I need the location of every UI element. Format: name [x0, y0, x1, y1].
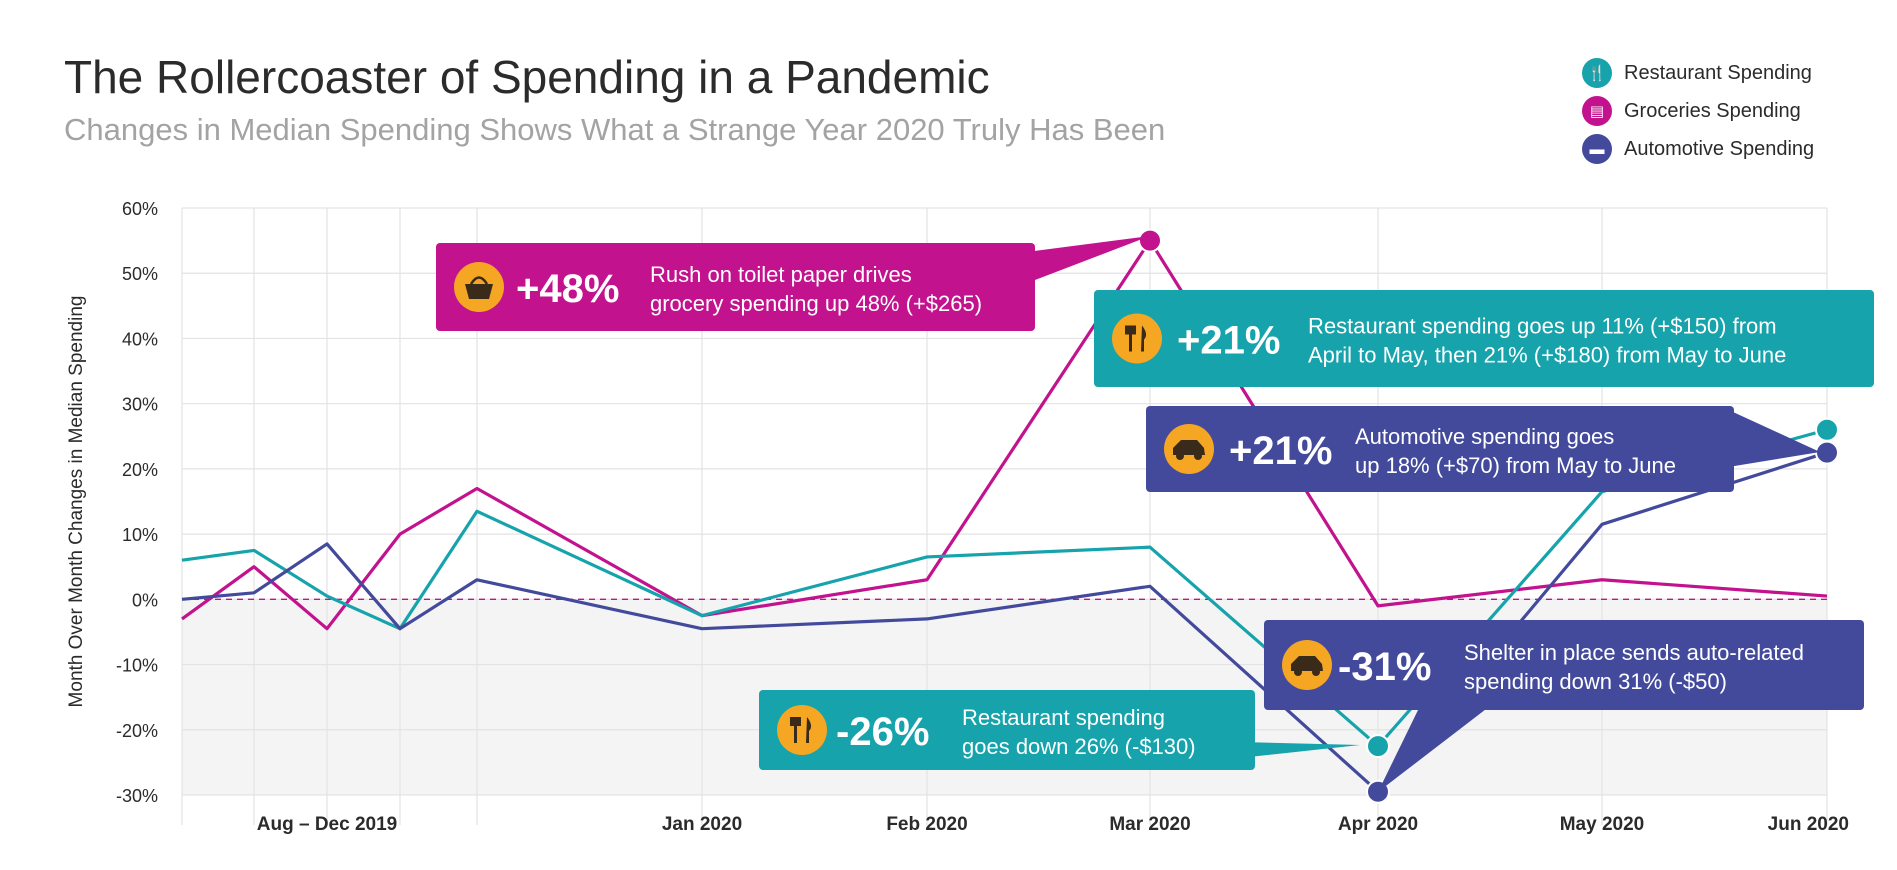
fork-knife-icon	[1112, 313, 1162, 364]
legend: 🍴 Restaurant Spending ▤ Groceries Spendi…	[1582, 54, 1814, 168]
y-tick-label: 50%	[122, 264, 158, 284]
callout-value: +21%	[1229, 429, 1332, 473]
y-tick-label: -20%	[116, 721, 158, 741]
data-point-marker	[1366, 734, 1390, 759]
x-tick-label: Mar 2020	[1109, 814, 1190, 835]
x-tick-label: Jun 2020	[1768, 814, 1849, 835]
callout-pointer	[1240, 742, 1360, 758]
fork-knife-icon: 🍴	[1582, 58, 1612, 88]
callout-pointer	[1710, 406, 1820, 470]
callout-text: goes down 26% (-$130)	[962, 734, 1196, 759]
x-tick-label: Apr 2020	[1338, 814, 1418, 835]
callout-value: -26%	[836, 710, 929, 754]
callout-text: Restaurant spending goes up 11% (+$150) …	[1308, 314, 1777, 339]
legend-label-restaurant: Restaurant Spending	[1624, 61, 1812, 84]
data-point-marker	[1138, 228, 1162, 253]
callout-text: Restaurant spending	[962, 705, 1165, 730]
callout-text: Rush on toilet paper drives	[650, 262, 912, 287]
callout-pointer	[1378, 706, 1490, 792]
callout-text: spending down 31% (-$50)	[1464, 669, 1727, 694]
data-point-marker	[1815, 440, 1839, 465]
callout-value: -31%	[1338, 645, 1431, 689]
callout-box	[1264, 620, 1864, 710]
y-tick-label: 30%	[122, 395, 158, 415]
car-icon	[1282, 640, 1332, 690]
callout-text: April to May, then 21% (+$180) from May …	[1308, 343, 1786, 368]
y-tick-label: 0%	[132, 590, 158, 610]
callout-box	[1146, 406, 1734, 492]
legend-label-groceries: Groceries Spending	[1624, 99, 1801, 122]
legend-item-automotive: ▬ Automotive Spending	[1582, 130, 1814, 168]
x-tick-label: Jan 2020	[662, 814, 742, 835]
callout-box	[436, 243, 1035, 331]
car-icon	[1164, 424, 1214, 474]
callout-box	[1094, 290, 1874, 387]
x-tick-label: Feb 2020	[886, 814, 967, 835]
car-icon: ▬	[1582, 134, 1612, 164]
basket-icon: ▤	[1582, 96, 1612, 126]
legend-item-groceries: ▤ Groceries Spending	[1582, 92, 1814, 130]
y-tick-label: 60%	[122, 199, 158, 219]
y-tick-label: 20%	[122, 460, 158, 480]
x-tick-label: Aug – Dec 2019	[257, 814, 397, 835]
callout-value: +21%	[1177, 319, 1280, 363]
callout-text: Shelter in place sends auto-related	[1464, 640, 1804, 665]
chart-subtitle: Changes in Median Spending Shows What a …	[64, 112, 1166, 147]
callout-text: up 18% (+$70) from May to June	[1355, 453, 1676, 478]
data-point-marker	[1815, 417, 1839, 442]
callout-text: Automotive spending goes	[1355, 424, 1614, 449]
y-tick-label: 40%	[122, 329, 158, 349]
y-tick-label: -10%	[116, 656, 158, 676]
basket-icon	[454, 262, 504, 312]
fork-knife-icon	[777, 705, 827, 755]
y-tick-label: -30%	[116, 786, 158, 806]
callout-value: +48%	[516, 267, 619, 311]
callout-text: grocery spending up 48% (+$265)	[650, 291, 982, 316]
legend-label-automotive: Automotive Spending	[1624, 137, 1815, 160]
callout-box	[759, 690, 1255, 770]
y-axis-title: Month Over Month Changes in Median Spend…	[66, 296, 87, 708]
x-tick-label: May 2020	[1560, 814, 1645, 835]
chart-title: The Rollercoaster of Spending in a Pande…	[64, 51, 990, 103]
y-tick-label: 10%	[122, 525, 158, 545]
legend-item-restaurant: 🍴 Restaurant Spending	[1582, 54, 1814, 92]
